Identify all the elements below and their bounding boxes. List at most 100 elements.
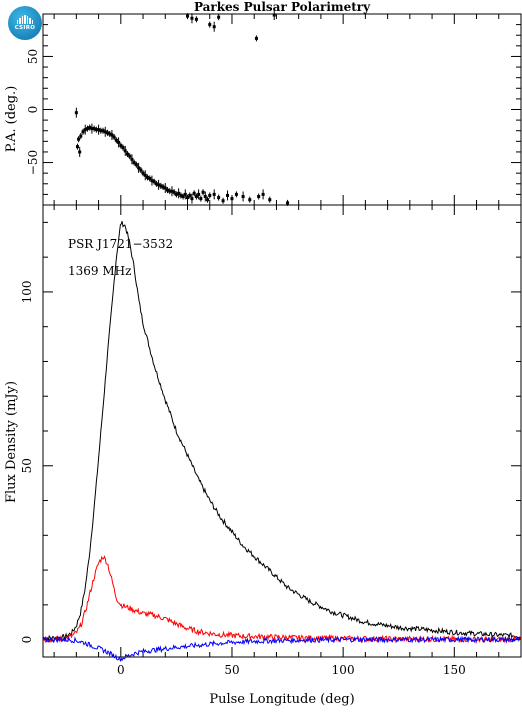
pa-point	[121, 146, 125, 150]
pa-point	[208, 193, 212, 197]
pa-point	[159, 184, 163, 188]
pa-point	[81, 130, 85, 134]
pa-point	[212, 25, 216, 29]
pa-point	[101, 129, 105, 133]
pa-point	[77, 137, 81, 141]
pa-point	[257, 195, 261, 199]
pa-point	[181, 195, 185, 199]
pa-point	[272, 13, 276, 17]
pa-point	[194, 195, 198, 199]
psr-annotation: PSR J1721−3532	[68, 237, 173, 251]
longitude-axis-label: Pulse Longitude (deg)	[209, 692, 354, 707]
pa-point	[75, 145, 79, 149]
pa-point	[168, 189, 172, 193]
pa-point	[139, 168, 143, 172]
pa-point	[143, 173, 147, 177]
x-tick-label: 150	[443, 663, 466, 677]
pa-point	[190, 16, 194, 20]
pa-point	[188, 193, 192, 197]
chart-title: Parkes Pulsar Polarimetry	[194, 0, 371, 14]
pa-point	[125, 152, 129, 156]
pa-point	[97, 128, 101, 132]
pa-point	[117, 140, 121, 144]
flux-y-tick-label: 50	[20, 458, 34, 473]
pa-point	[221, 199, 225, 203]
pa-point	[208, 23, 212, 27]
logo-bars-icon	[16, 15, 34, 24]
pa-point	[108, 132, 112, 136]
pa-point	[254, 36, 258, 40]
pa-point	[150, 179, 154, 183]
pa-point	[163, 186, 167, 190]
pa-point	[177, 191, 181, 195]
pa-point	[172, 190, 176, 194]
pa-point	[157, 183, 161, 187]
pa-axis-label: P.A. (deg.)	[4, 86, 19, 153]
pa-point	[90, 127, 94, 131]
pa-point	[78, 150, 82, 154]
pa-point	[261, 192, 265, 196]
profile-series-line-2	[42, 635, 521, 662]
pa-point	[248, 198, 252, 202]
pa-point	[166, 188, 170, 192]
pa-point	[145, 175, 149, 179]
pa-point	[186, 196, 190, 200]
pa-point	[161, 185, 165, 189]
pa-point	[132, 161, 136, 165]
pa-point	[286, 201, 290, 205]
pa-point	[154, 182, 158, 186]
profile-series-line-0	[42, 221, 521, 642]
pa-point	[128, 154, 132, 158]
pa-frame	[42, 13, 522, 206]
pa-point	[110, 133, 114, 137]
x-tick-label: 0	[117, 663, 125, 677]
pa-point	[212, 192, 216, 196]
pa-y-tick-label: −50	[26, 150, 40, 175]
frequency-annotation: 1369 MHz	[68, 264, 131, 278]
pa-point	[203, 195, 207, 199]
pa-y-tick-label: 50	[26, 49, 40, 64]
pa-point	[241, 195, 245, 199]
pa-point	[179, 193, 183, 197]
flux-axis-label: Flux Density (mJy)	[4, 381, 19, 503]
pa-point	[112, 135, 116, 139]
csiro-logo: CSIRO	[8, 6, 42, 40]
pa-point	[190, 197, 194, 201]
pa-point	[192, 191, 196, 195]
logo-text: CSIRO	[14, 25, 36, 31]
pa-point	[234, 192, 238, 196]
x-tick-label: 100	[332, 663, 355, 677]
pa-point	[186, 14, 190, 18]
pa-point	[206, 198, 210, 202]
pa-point	[99, 129, 103, 133]
pa-y-tick-label: 0	[26, 106, 40, 114]
pa-point	[134, 163, 138, 167]
pa-point	[92, 127, 96, 131]
profile-series-line-1	[42, 555, 522, 645]
pa-point	[141, 171, 145, 175]
pa-point	[105, 131, 109, 135]
pa-point	[152, 180, 156, 184]
pa-point	[85, 127, 89, 131]
pa-point	[74, 111, 78, 115]
pa-point	[197, 192, 201, 196]
pa-point	[201, 190, 205, 194]
pa-point	[88, 126, 92, 130]
pa-point	[217, 15, 221, 19]
x-tick-label: 50	[224, 663, 239, 677]
pa-point	[119, 144, 123, 148]
flux-y-tick-label: 0	[20, 636, 34, 644]
pa-point	[194, 17, 198, 21]
pa-point	[268, 198, 272, 202]
pa-panel: −50 0 50	[26, 10, 522, 206]
flux-y-tick-label: 100	[20, 280, 34, 303]
pa-point	[103, 130, 107, 134]
pa-point	[174, 192, 178, 196]
pa-point	[79, 134, 83, 138]
pa-point	[199, 197, 203, 201]
pa-point	[137, 166, 141, 170]
pa-point	[94, 128, 98, 132]
pa-point	[123, 149, 127, 153]
